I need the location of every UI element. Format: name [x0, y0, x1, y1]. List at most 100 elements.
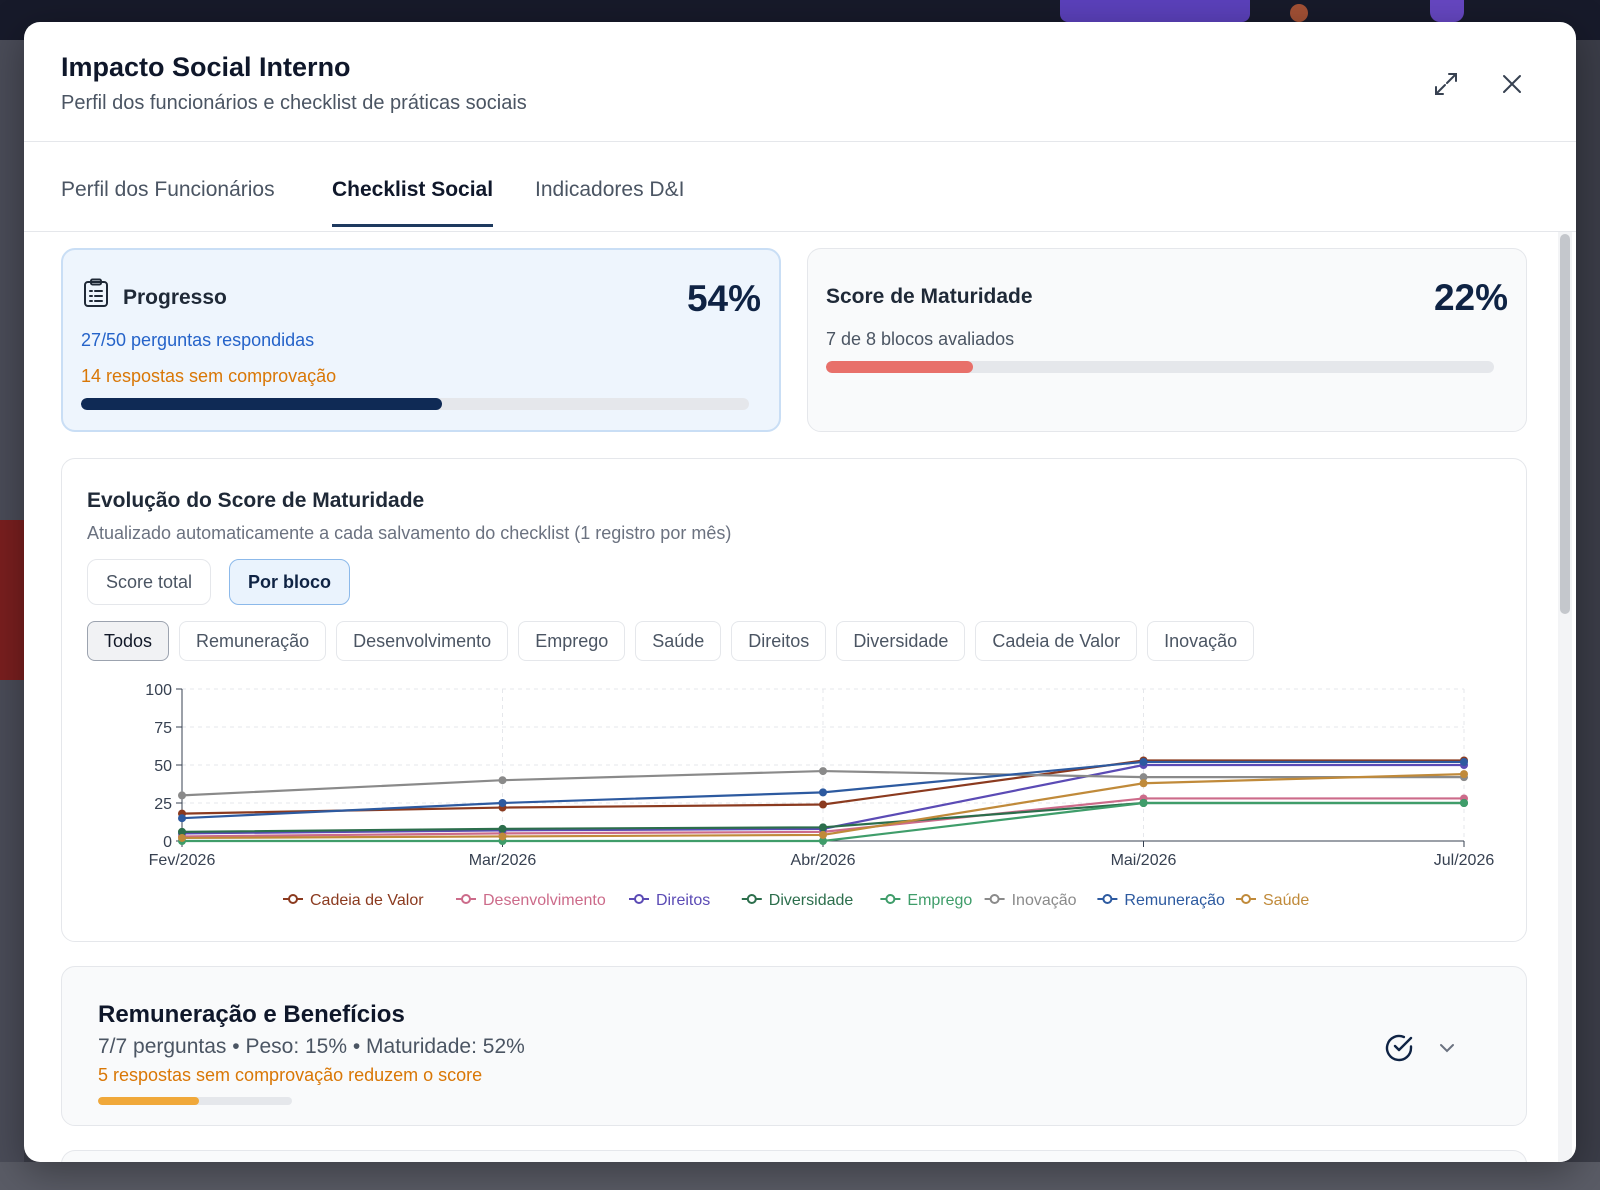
x-tick-label: Mar/2026	[469, 852, 537, 869]
clipboard-icon	[84, 278, 108, 307]
tab-perfil-funcionarios[interactable]: Perfil dos Funcionários	[61, 178, 275, 201]
x-tick-label: Abr/2026	[791, 852, 856, 869]
legend-marker	[461, 894, 471, 904]
scrollbar[interactable]	[1558, 232, 1572, 1162]
data-point	[819, 788, 827, 797]
expand-icon	[1435, 73, 1457, 95]
filter-todos[interactable]: Todos	[87, 621, 170, 661]
background-decor	[1430, 0, 1464, 22]
data-point	[1139, 779, 1148, 788]
legend-label: Direitos	[656, 892, 710, 909]
data-point	[819, 830, 827, 839]
block-card-remuneracao[interactable]: Remuneração e Benefícios 7/7 perguntas •…	[61, 966, 1527, 1126]
y-tick-label: 75	[154, 720, 172, 737]
next-block-card[interactable]	[61, 1150, 1527, 1162]
data-point	[1139, 757, 1148, 766]
legend-marker	[1241, 894, 1251, 904]
progress-title: Progresso	[123, 286, 227, 309]
filter-emprego[interactable]: Emprego	[518, 621, 626, 661]
background-decor	[1290, 4, 1308, 22]
data-point	[819, 800, 827, 809]
close-button[interactable]	[1494, 66, 1530, 102]
legend-marker	[989, 894, 1000, 904]
data-point	[1460, 770, 1468, 779]
scrollbar-thumb[interactable]	[1560, 234, 1570, 614]
progress-card: Progresso 54% 27/50 perguntas respondida…	[61, 248, 781, 432]
legend-marker	[1102, 894, 1113, 904]
evolution-card: Evolução do Score de Maturidade Atualiza…	[61, 458, 1527, 942]
data-point	[819, 767, 827, 776]
background-decor	[1060, 0, 1250, 22]
data-point	[498, 824, 507, 833]
filter-diversidade[interactable]: Diversidade	[836, 621, 966, 661]
data-point	[178, 791, 186, 800]
data-point	[1460, 757, 1468, 766]
filter-remuneracao[interactable]: Remuneração	[179, 621, 327, 661]
maturity-title: Score de Maturidade	[826, 285, 1033, 308]
legend-label: Desenvolvimento	[483, 892, 606, 909]
y-tick-label: 50	[154, 758, 172, 775]
block-progress-fill	[98, 1097, 199, 1105]
legend-label: Inovação	[1012, 892, 1077, 909]
blocks-evaluated: 7 de 8 blocos avaliados	[826, 329, 1015, 349]
expand-button[interactable]	[1428, 66, 1464, 102]
data-point	[178, 814, 186, 823]
data-point	[178, 833, 186, 842]
check-circle-icon	[1382, 1031, 1416, 1065]
data-point	[1139, 773, 1148, 782]
modal-header: Impacto Social Interno Perfil dos funcio…	[24, 22, 1576, 142]
filter-desenvolvimento[interactable]: Desenvolvimento	[336, 621, 509, 661]
tab-indicadores-di[interactable]: Indicadores D&I	[535, 178, 685, 201]
filter-direitos[interactable]: Direitos	[731, 621, 827, 661]
background-sidebar	[0, 40, 24, 1190]
legend-marker	[634, 894, 644, 904]
tab-bar: Perfil dos Funcionários Checklist Social…	[24, 142, 1576, 232]
progress-percent: 54%	[686, 278, 761, 319]
answered-count: 27/50 perguntas respondidas	[81, 330, 315, 350]
legend-marker	[746, 894, 757, 904]
legend-label: Saúde	[1263, 892, 1309, 909]
x-tick-label: Fev/2026	[149, 852, 216, 869]
filter-cadeia-de-valor[interactable]: Cadeia de Valor	[975, 621, 1138, 661]
expand-block-button[interactable]	[1430, 1031, 1464, 1065]
background-footer	[0, 1162, 1600, 1190]
y-tick-label: 0	[163, 834, 172, 851]
progress-bar-fill	[81, 398, 442, 410]
maturity-bar	[826, 361, 1494, 373]
legend-marker	[885, 894, 896, 904]
maturity-percent: 22%	[1433, 277, 1508, 318]
filter-inovacao[interactable]: Inovação	[1147, 621, 1255, 661]
data-point	[1139, 799, 1148, 807]
block-title: Remuneração e Benefícios	[98, 1001, 405, 1028]
legend-marker	[288, 894, 298, 904]
maturity-card: Score de Maturidade 22% 7 de 8 blocos av…	[807, 248, 1527, 432]
toggle-score-total[interactable]: Score total	[87, 559, 212, 605]
block-warning: 5 respostas sem comprovação reduzem o sc…	[98, 1065, 483, 1085]
data-point	[1460, 799, 1468, 807]
legend-label: Diversidade	[769, 892, 854, 909]
data-point	[498, 776, 507, 785]
legend-label: Emprego	[907, 892, 972, 909]
background-decor	[0, 520, 24, 680]
y-tick-label: 25	[154, 796, 172, 813]
evolution-title: Evolução do Score de Maturidade	[87, 489, 425, 512]
legend-label: Remuneração	[1124, 892, 1225, 909]
evolution-chart: 0 25 50 75 100 Fev/2026 Mar/2026 Abr/2026 Mai/20…	[145, 682, 1494, 909]
block-progress-bar	[98, 1097, 292, 1105]
tab-checklist-social[interactable]: Checklist Social	[332, 178, 494, 227]
data-point	[498, 799, 507, 807]
modal-title: Impacto Social Interno	[61, 52, 351, 82]
data-point	[819, 823, 827, 832]
x-tick-label: Mai/2026	[1111, 852, 1177, 869]
evolution-subtitle: Atualizado automaticamente a cada salvam…	[87, 523, 732, 543]
toggle-por-bloco[interactable]: Por bloco	[229, 559, 351, 605]
block-meta: 7/7 perguntas • Peso: 15% • Maturidade: …	[98, 1035, 525, 1058]
maturity-bar-fill	[826, 361, 973, 373]
unproven-count: 14 respostas sem comprovação	[81, 366, 337, 386]
impact-modal: Impacto Social Interno Perfil dos funcio…	[24, 22, 1576, 1162]
block-filter-chips: Todos Remuneração Desenvolvimento Empreg…	[87, 621, 1255, 661]
close-icon	[1503, 75, 1521, 93]
filter-saude[interactable]: Saúde	[635, 621, 722, 661]
chevron-down-icon	[1440, 1044, 1454, 1053]
legend-label: Cadeia de Valor	[310, 892, 424, 909]
